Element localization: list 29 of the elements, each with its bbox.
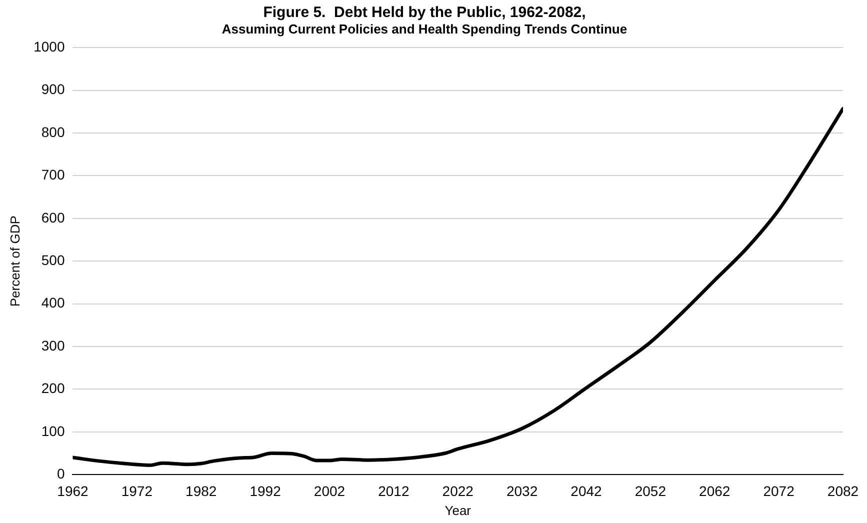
- y-tick-label: 100: [41, 422, 65, 439]
- y-tick-label: 900: [41, 81, 65, 98]
- y-tick-label: 200: [41, 380, 65, 396]
- x-tick-label: 2042: [570, 482, 602, 499]
- line-series: [72, 106, 843, 467]
- x-tick-label: 1962: [57, 482, 89, 499]
- y-tick-label: 400: [41, 294, 65, 311]
- y-tick-label: 1000: [34, 38, 65, 54]
- x-tick-label: 2072: [763, 482, 795, 499]
- x-tick-label: 1982: [186, 482, 217, 499]
- x-tick-label: 2002: [314, 482, 346, 499]
- y-tick-label: 500: [41, 252, 65, 268]
- chart-title: Figure 5. Debt Held by the Public, 1962-2082,: [263, 4, 586, 22]
- y-tick-label: 0: [56, 465, 65, 482]
- chart-subtitle: Assuming Current Policies and Health Spending Trends Continue: [222, 21, 628, 36]
- y-axis-title: Percent of GDP: [7, 216, 22, 307]
- x-axis-title: Year: [444, 502, 472, 518]
- x-tick-label: 2012: [378, 482, 410, 499]
- y-tick-label: 600: [41, 209, 65, 226]
- x-tick-label: 2062: [699, 482, 730, 499]
- x-tick-label: 1992: [250, 482, 282, 499]
- y-tick-label: 800: [41, 124, 65, 140]
- x-tick-label: 2032: [506, 482, 538, 499]
- x-tick-label: 2052: [634, 482, 666, 499]
- y-tick-label: 300: [41, 337, 65, 354]
- x-tick-label: 2022: [442, 482, 474, 499]
- x-tick-label: 1972: [121, 482, 153, 499]
- y-tick-label: 700: [41, 166, 65, 183]
- x-tick-label: 2082: [827, 482, 859, 499]
